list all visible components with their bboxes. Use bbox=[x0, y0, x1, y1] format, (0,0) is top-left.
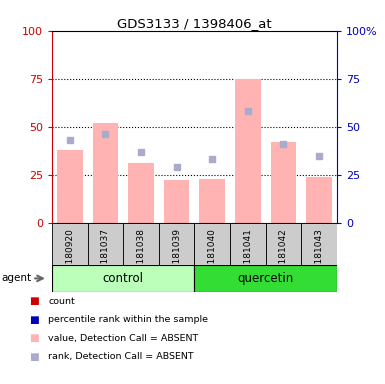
Bar bbox=[301, 223, 337, 265]
Bar bbox=[194, 265, 337, 292]
Bar bbox=[235, 79, 261, 223]
Bar bbox=[52, 265, 194, 292]
Text: GSM181038: GSM181038 bbox=[137, 228, 146, 283]
Text: ■: ■ bbox=[29, 333, 38, 343]
Text: GSM181041: GSM181041 bbox=[243, 228, 252, 283]
Title: GDS3133 / 1398406_at: GDS3133 / 1398406_at bbox=[117, 17, 272, 30]
Bar bbox=[88, 223, 123, 265]
Point bbox=[67, 137, 73, 143]
Text: ■: ■ bbox=[29, 352, 38, 362]
Text: value, Detection Call = ABSENT: value, Detection Call = ABSENT bbox=[48, 334, 198, 343]
Text: ■: ■ bbox=[29, 296, 38, 306]
Text: ■: ■ bbox=[29, 315, 38, 325]
Text: control: control bbox=[103, 272, 144, 285]
Point bbox=[280, 141, 286, 147]
Text: rank, Detection Call = ABSENT: rank, Detection Call = ABSENT bbox=[48, 352, 194, 361]
Text: GSM180920: GSM180920 bbox=[65, 228, 74, 283]
Text: GSM181043: GSM181043 bbox=[315, 228, 323, 283]
Bar bbox=[306, 177, 332, 223]
Bar bbox=[128, 163, 154, 223]
Point bbox=[209, 156, 215, 162]
Text: GSM181037: GSM181037 bbox=[101, 228, 110, 283]
Bar bbox=[52, 223, 88, 265]
Bar bbox=[271, 142, 296, 223]
Point bbox=[316, 152, 322, 159]
Point bbox=[174, 164, 180, 170]
Bar bbox=[123, 223, 159, 265]
Bar bbox=[199, 179, 225, 223]
Text: GSM181039: GSM181039 bbox=[172, 228, 181, 283]
Bar bbox=[164, 180, 189, 223]
Text: quercetin: quercetin bbox=[238, 272, 294, 285]
Text: count: count bbox=[48, 297, 75, 306]
Bar bbox=[92, 123, 118, 223]
Text: agent: agent bbox=[1, 273, 31, 283]
Bar bbox=[194, 223, 230, 265]
Text: GSM181040: GSM181040 bbox=[208, 228, 217, 283]
Bar bbox=[57, 150, 83, 223]
Point bbox=[138, 149, 144, 155]
Text: percentile rank within the sample: percentile rank within the sample bbox=[48, 315, 208, 324]
Bar bbox=[159, 223, 194, 265]
Text: GSM181042: GSM181042 bbox=[279, 228, 288, 283]
Bar bbox=[230, 223, 266, 265]
Point bbox=[102, 131, 109, 137]
Bar bbox=[266, 223, 301, 265]
Point bbox=[245, 108, 251, 114]
